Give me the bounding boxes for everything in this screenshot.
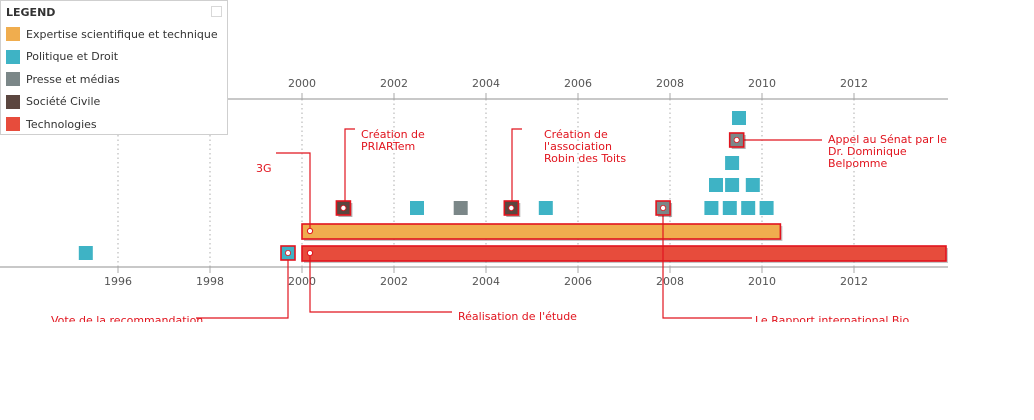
legend-item-label: Société Civile — [26, 95, 101, 109]
legend-toggle-checkbox[interactable] — [211, 6, 222, 17]
annotation-line: Belpomme — [828, 157, 888, 170]
bottom-tick-label: 2002 — [380, 275, 408, 288]
bar-anchor-dot — [306, 249, 314, 257]
period-bar-technologies — [301, 245, 947, 262]
bottom-axis: 1996 1998 2000 2002 2004 2006 2008 2010 2012 — [0, 135, 948, 288]
annotation-line: Appel au Sénat par le — [828, 133, 947, 146]
marker-anchor-dot — [284, 249, 291, 256]
top-axis: 2000 2002 2004 2006 2008 2010 2012 — [228, 77, 948, 267]
event-marker-politique — [725, 178, 740, 192]
event-marker-politique — [741, 201, 756, 215]
event-marker-politique — [410, 201, 424, 215]
event-marker-politique — [709, 178, 723, 192]
top-tick-label: 2012 — [840, 77, 868, 90]
legend-swatch — [6, 27, 20, 42]
legend-item-technologies[interactable]: Technologies — [6, 113, 218, 136]
legend-item-politique[interactable]: Politique et Droit — [6, 46, 218, 69]
legend-item-label: Expertise scientifique et technique — [26, 27, 218, 41]
leader-line — [511, 128, 522, 208]
legend-item-expertise[interactable]: Expertise scientifique et technique — [6, 23, 218, 46]
event-marker-politique — [732, 111, 746, 125]
annotation-line: PRIARTem — [361, 140, 415, 153]
top-tick-label: 2002 — [380, 77, 408, 90]
legend-panel: LEGEND Expertise scientifique et techniq… — [0, 0, 228, 135]
event-marker-presse — [453, 201, 468, 215]
legend-items: Expertise scientifique et technique Poli… — [6, 23, 218, 136]
bottom-tick-label: 2006 — [564, 275, 592, 288]
period-bar-expertise — [301, 223, 782, 240]
marker-anchor-dot — [340, 204, 347, 211]
event-marker-politique — [78, 246, 93, 260]
bottom-tick-label: 1998 — [196, 275, 224, 288]
annotation-label: Création de PRIARTem — [361, 128, 425, 153]
legend-item-societe[interactable]: Société Civile — [6, 91, 218, 114]
legend-item-label: Politique et Droit — [26, 50, 119, 64]
bottom-tick-label: 2012 — [840, 275, 868, 288]
annotation-label: Appel au Sénat par le Dr. Dominique Belpom… — [828, 133, 947, 170]
legend-title: LEGEND — [6, 6, 56, 19]
leader-line — [344, 128, 355, 208]
legend-swatch — [6, 49, 20, 64]
annotation-leaders — [196, 128, 822, 319]
top-tick-label: 2000 — [288, 77, 316, 90]
label-clip-mask — [0, 322, 1034, 420]
event-marker-politique — [722, 201, 737, 215]
leader-line — [196, 253, 289, 319]
top-tick-label: 2006 — [564, 77, 592, 90]
event-marker-politique — [759, 201, 774, 215]
top-tick-label: 2008 — [656, 77, 684, 90]
legend-item-label: Technologies — [26, 117, 97, 131]
bar-anchor-dot — [306, 227, 314, 235]
leader-line — [662, 208, 752, 319]
bottom-tick-label: 1996 — [104, 275, 132, 288]
bottom-tick-label: 2008 — [656, 275, 684, 288]
legend-swatch — [6, 94, 20, 109]
event-marker-politique — [745, 178, 760, 192]
top-tick-label: 2010 — [748, 77, 776, 90]
marker-anchor-dot — [508, 204, 515, 211]
annotation-line: Réalisation de l'étude — [458, 310, 577, 323]
event-markers — [78, 111, 774, 261]
event-marker-politique — [704, 201, 719, 215]
annotation-label: Réalisation de l'étude — [458, 310, 577, 323]
annotation-line: Robin des Toits — [544, 152, 626, 165]
top-tick-label: 2004 — [472, 77, 500, 90]
period-bars — [301, 223, 948, 263]
annotation-label: Création de l'association Robin des Toits — [544, 128, 626, 165]
bottom-tick-label: 2004 — [472, 275, 500, 288]
legend-item-label: Presse et médias — [26, 72, 120, 86]
marker-anchor-dot — [660, 204, 667, 211]
annotation-line: Dr. Dominique — [828, 145, 907, 158]
bottom-tick-label: 2010 — [748, 275, 776, 288]
annotation-label: 3G — [256, 162, 272, 175]
annotation-line: 3G — [256, 162, 272, 175]
legend-swatch — [6, 117, 20, 132]
event-marker-politique — [725, 156, 740, 170]
event-marker-politique — [538, 201, 553, 215]
leader-line — [309, 253, 452, 313]
legend-item-presse[interactable]: Presse et médias — [6, 68, 218, 91]
leader-line — [276, 152, 311, 231]
marker-anchor-dot — [733, 136, 740, 143]
annotation-line: Création de — [544, 128, 608, 141]
annotation-line: Création de — [361, 128, 425, 141]
legend-swatch — [6, 72, 20, 87]
bottom-tick-label: 2000 — [288, 275, 316, 288]
annotation-line: l'association — [544, 140, 612, 153]
